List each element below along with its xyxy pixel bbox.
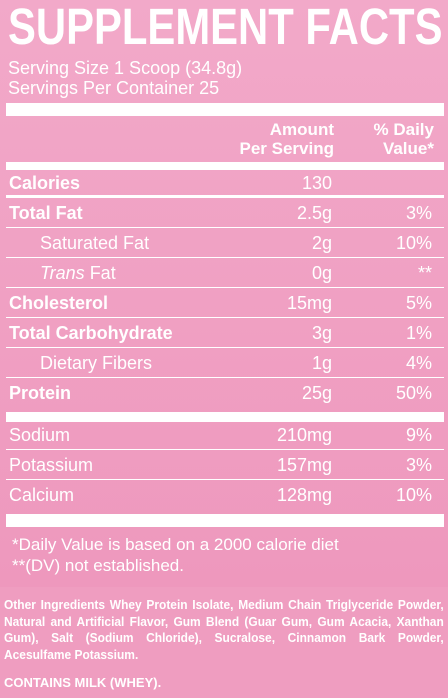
nutrient-name: Trans Fat	[40, 262, 116, 284]
nutrient-name: Saturated Fat	[40, 233, 150, 253]
serving-size: Serving Size 1 Scoop (34.8g)	[8, 58, 243, 78]
nutrient-dv: 10%	[395, 233, 432, 253]
nutrient-dv: 1%	[405, 323, 432, 343]
ingredients-label: Other Ingredients	[4, 597, 106, 612]
nutrient-amount: 25g	[301, 383, 332, 403]
supplement-facts-panel: SUPPLEMENT FACTS Serving Size 1 Scoop (3…	[0, 0, 448, 587]
nutrient-amount: 15mg	[286, 293, 332, 313]
nutrient-amount: 3g	[311, 323, 332, 343]
protein-thick-divider	[6, 412, 444, 422]
nutrient-amount: 157mg	[276, 455, 332, 475]
nutrient-row-total-carbohydrate: Total Carbohydrate 3g 1%	[6, 318, 444, 348]
row-divider	[6, 195, 444, 198]
amount-header: Amount Per Serving	[240, 120, 335, 158]
nutrient-name: Sodium	[9, 425, 71, 445]
nutrient-row-dietary-fibers: Dietary Fibers 1g 4%	[6, 348, 444, 378]
row-divider	[6, 317, 444, 318]
footnote-not-established: **(DV) not established.	[12, 556, 184, 575]
nutrient-amount: 2.5g	[296, 203, 332, 223]
nutrient-amount: 210mg	[276, 425, 332, 445]
nutrient-row-saturated-fat: Saturated Fat 2g 10%	[6, 228, 444, 258]
header-thick-divider	[6, 162, 444, 170]
amount-header-line2: Per Serving	[239, 139, 335, 158]
nutrient-dv: 3%	[405, 455, 432, 475]
nutrient-dv: 10%	[395, 485, 432, 505]
nutrient-row-cholesterol: Cholesterol 15mg 5%	[6, 288, 444, 318]
nutrient-name: Total Carbohydrate	[9, 323, 173, 343]
nutrient-name: Dietary Fibers	[40, 353, 153, 373]
row-divider	[6, 257, 444, 258]
nutrient-dv: 9%	[405, 425, 432, 445]
nutrient-dv: 4%	[405, 353, 432, 373]
daily-value-header: % Daily Value*	[374, 120, 434, 158]
footnote-daily-value: *Daily Value is based on a 2000 calorie …	[12, 535, 339, 554]
nutrient-row-potassium: Potassium 157mg 3%	[6, 450, 444, 480]
row-divider	[6, 449, 444, 450]
nutrient-row-calories: Calories 130	[6, 168, 444, 198]
bottom-thick-divider	[6, 514, 444, 527]
panel-title: SUPPLEMENT FACTS	[8, 0, 443, 55]
nutrient-name: Protein	[9, 383, 72, 403]
nutrient-row-protein: Protein 25g 50%	[6, 378, 444, 408]
nutrient-name: Calcium	[9, 485, 75, 505]
row-divider	[6, 347, 444, 348]
dv-header-line2: Value*	[382, 139, 434, 158]
nutrient-amount: 130	[301, 173, 332, 193]
nutrient-row-calcium: Calcium 128mg 10%	[6, 480, 444, 510]
dv-header-line1: % Daily	[373, 120, 434, 139]
nutrient-dv: 5%	[405, 293, 432, 313]
nutrient-dv: 3%	[405, 203, 432, 223]
row-divider	[6, 227, 444, 228]
nutrient-amount: 1g	[311, 353, 332, 373]
nutrient-name: Total Fat	[9, 203, 83, 223]
nutrient-name: Cholesterol	[9, 293, 109, 313]
trans-italic: Trans	[40, 263, 85, 283]
nutrient-amount: 128mg	[276, 485, 332, 505]
nutrient-amount: 0g	[311, 263, 332, 283]
nutrient-dv: 50%	[395, 383, 432, 403]
nutrient-row-sodium: Sodium 210mg 9%	[6, 420, 444, 450]
nutrient-name: Potassium	[9, 455, 94, 475]
row-divider	[6, 479, 444, 480]
allergen-statement: CONTAINS MILK (WHEY).	[4, 675, 162, 690]
nutrient-row-total-fat: Total Fat 2.5g 3%	[6, 198, 444, 228]
servings-per-container: Servings Per Container 25	[8, 78, 220, 98]
trans-fat-suffix: Fat	[84, 263, 116, 283]
top-thick-divider	[6, 103, 444, 116]
nutrient-name: Calories	[9, 173, 81, 193]
amount-header-line1: Amount	[269, 120, 334, 139]
nutrient-amount: 2g	[311, 233, 332, 253]
row-divider	[6, 287, 444, 288]
nutrient-row-trans-fat: Trans Fat 0g **	[6, 258, 444, 288]
ingredients-text: Whey Protein Isolate, Medium Chain Trigl…	[4, 597, 444, 662]
other-ingredients: Other Ingredients Whey Protein Isolate, …	[4, 597, 444, 663]
nutrient-dv: **	[417, 263, 432, 283]
row-divider	[6, 377, 444, 378]
